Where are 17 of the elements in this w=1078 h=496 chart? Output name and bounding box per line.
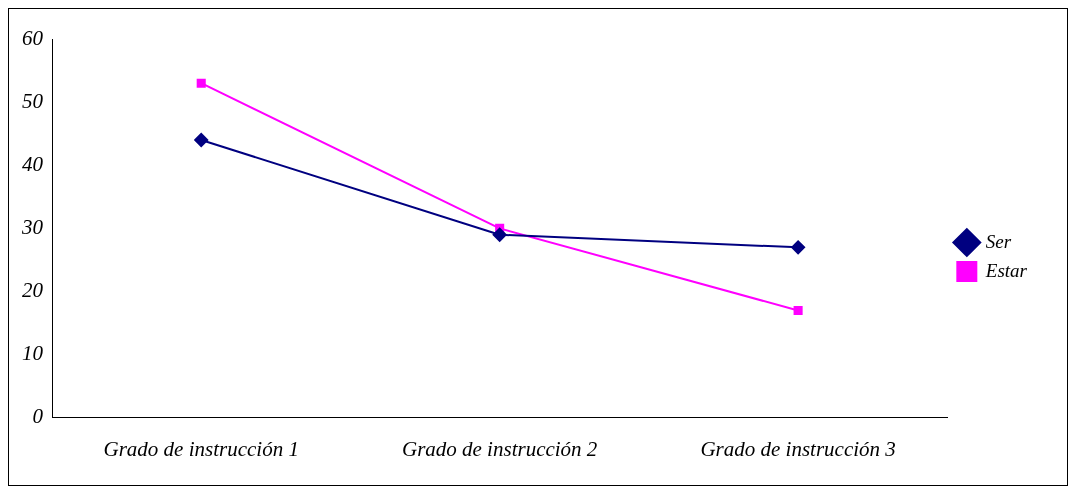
point [196, 78, 206, 88]
point [791, 240, 806, 255]
point [793, 305, 803, 316]
y-tick-label: 10 [22, 341, 44, 366]
legend-label: Ser [985, 230, 1012, 252]
y-tick-label: 20 [22, 278, 44, 303]
point [492, 227, 507, 242]
legend-label: Estar [984, 259, 1028, 281]
x-tick-label: Grado de instrucción 2 [401, 436, 598, 461]
x-tick-label: Grado de instrucción 1 [103, 436, 299, 461]
x-tick-label: Grado de instrucción 3 [700, 436, 896, 461]
point [194, 133, 209, 148]
y-tick-label: 40 [22, 151, 44, 176]
y-tick-label: 60 [22, 25, 44, 50]
y-tick-label: 0 [32, 404, 44, 429]
y-tick-label: 30 [21, 214, 44, 239]
y-tick-label: 50 [22, 88, 44, 113]
